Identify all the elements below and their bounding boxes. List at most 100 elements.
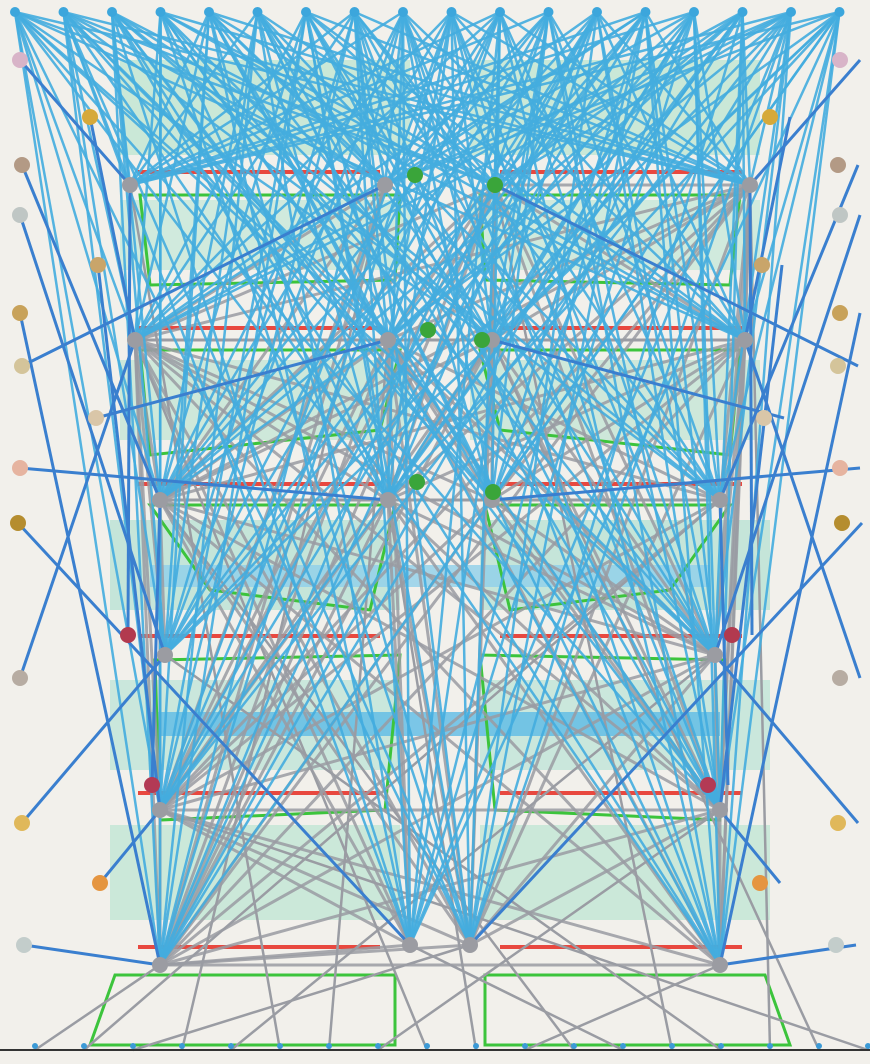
node — [712, 802, 728, 818]
top-dot — [107, 7, 117, 17]
blue-line — [159, 11, 472, 946]
gray-line — [34, 963, 161, 1052]
gray-line — [133, 339, 162, 501]
blue-line — [158, 11, 744, 966]
side-dot — [88, 410, 104, 426]
blue-line — [468, 11, 647, 946]
blue-line — [491, 11, 841, 341]
gray-line — [158, 184, 387, 501]
side-dot — [832, 52, 848, 68]
blue-line — [62, 11, 472, 946]
blue-line — [408, 11, 841, 946]
side-line — [150, 499, 162, 786]
side-dot — [830, 815, 846, 831]
blue-line — [713, 11, 793, 656]
blue-line — [384, 11, 550, 186]
blue-line — [743, 11, 841, 341]
side-line — [743, 339, 862, 679]
green-dot — [485, 484, 501, 500]
side-line — [718, 499, 730, 786]
side-line — [16, 521, 412, 947]
blue-line — [748, 11, 793, 186]
top-dot — [398, 7, 408, 17]
blue-line — [158, 11, 259, 501]
gray-line — [493, 184, 717, 656]
blue-line — [14, 11, 716, 656]
bottom-dot — [865, 1043, 870, 1049]
blue-line — [163, 11, 259, 656]
top-dot — [640, 7, 651, 17]
blue-line — [387, 11, 792, 341]
blue-line — [159, 11, 792, 811]
blue-line — [304, 11, 722, 811]
blue-line — [158, 11, 211, 811]
top-dot — [592, 7, 602, 17]
blue-line — [110, 11, 162, 501]
blue-line — [401, 11, 722, 501]
blue-line — [490, 11, 841, 501]
gray-line — [158, 499, 412, 946]
blue-line — [13, 11, 162, 966]
blue-line — [493, 11, 599, 186]
node — [127, 332, 143, 348]
blue-line — [450, 11, 494, 341]
blue-line — [491, 11, 744, 341]
blue-line — [158, 11, 696, 966]
blue-line — [159, 11, 695, 501]
node — [712, 957, 728, 973]
blue-line — [158, 11, 259, 966]
green-dot — [407, 167, 423, 183]
top-dot — [543, 7, 554, 17]
side-line — [713, 214, 862, 656]
blue-line — [134, 10, 647, 342]
bottom-dot — [718, 1043, 724, 1049]
gray-line — [83, 499, 721, 1051]
blue-line — [158, 11, 405, 966]
green-shape — [87, 973, 397, 1047]
side-dot — [90, 257, 106, 273]
blue-line — [494, 10, 792, 187]
side-line — [18, 214, 167, 656]
bottom-dot — [179, 1043, 185, 1049]
blue-line — [595, 11, 717, 656]
side-dot — [14, 358, 30, 374]
node — [152, 802, 168, 818]
top-dot — [834, 7, 845, 17]
blue-line — [387, 11, 841, 501]
blue-line — [718, 11, 841, 966]
gray-line — [491, 498, 716, 657]
side-line — [18, 339, 137, 679]
blue-line — [644, 11, 722, 966]
blue-line — [256, 11, 494, 501]
blue-line — [13, 11, 472, 946]
side-line — [20, 654, 167, 824]
blue-line — [383, 11, 405, 186]
blue-line — [353, 11, 717, 656]
blue-line — [387, 11, 647, 341]
bottom-dot — [816, 1043, 822, 1049]
blue-line — [386, 11, 744, 501]
blue-line — [128, 11, 259, 186]
blue-line — [129, 10, 549, 187]
side-dot — [754, 257, 770, 273]
blue-line — [595, 11, 722, 811]
blue-line — [490, 11, 647, 501]
green-shape — [147, 503, 397, 612]
top-dot — [446, 7, 457, 17]
gray-line — [158, 183, 752, 812]
top-dot — [10, 7, 20, 17]
gray-line — [327, 339, 390, 1051]
node — [707, 647, 723, 663]
blue-line — [129, 10, 695, 187]
blue-line — [134, 11, 453, 341]
blue-line — [163, 11, 405, 656]
side-line — [126, 184, 132, 636]
side-dot — [12, 52, 28, 68]
top-dot — [349, 7, 360, 17]
blue-line — [718, 11, 841, 501]
node — [737, 332, 753, 348]
blue-line — [110, 11, 162, 966]
gray-line — [387, 338, 721, 502]
side-line — [21, 183, 386, 368]
side-line — [23, 943, 161, 967]
